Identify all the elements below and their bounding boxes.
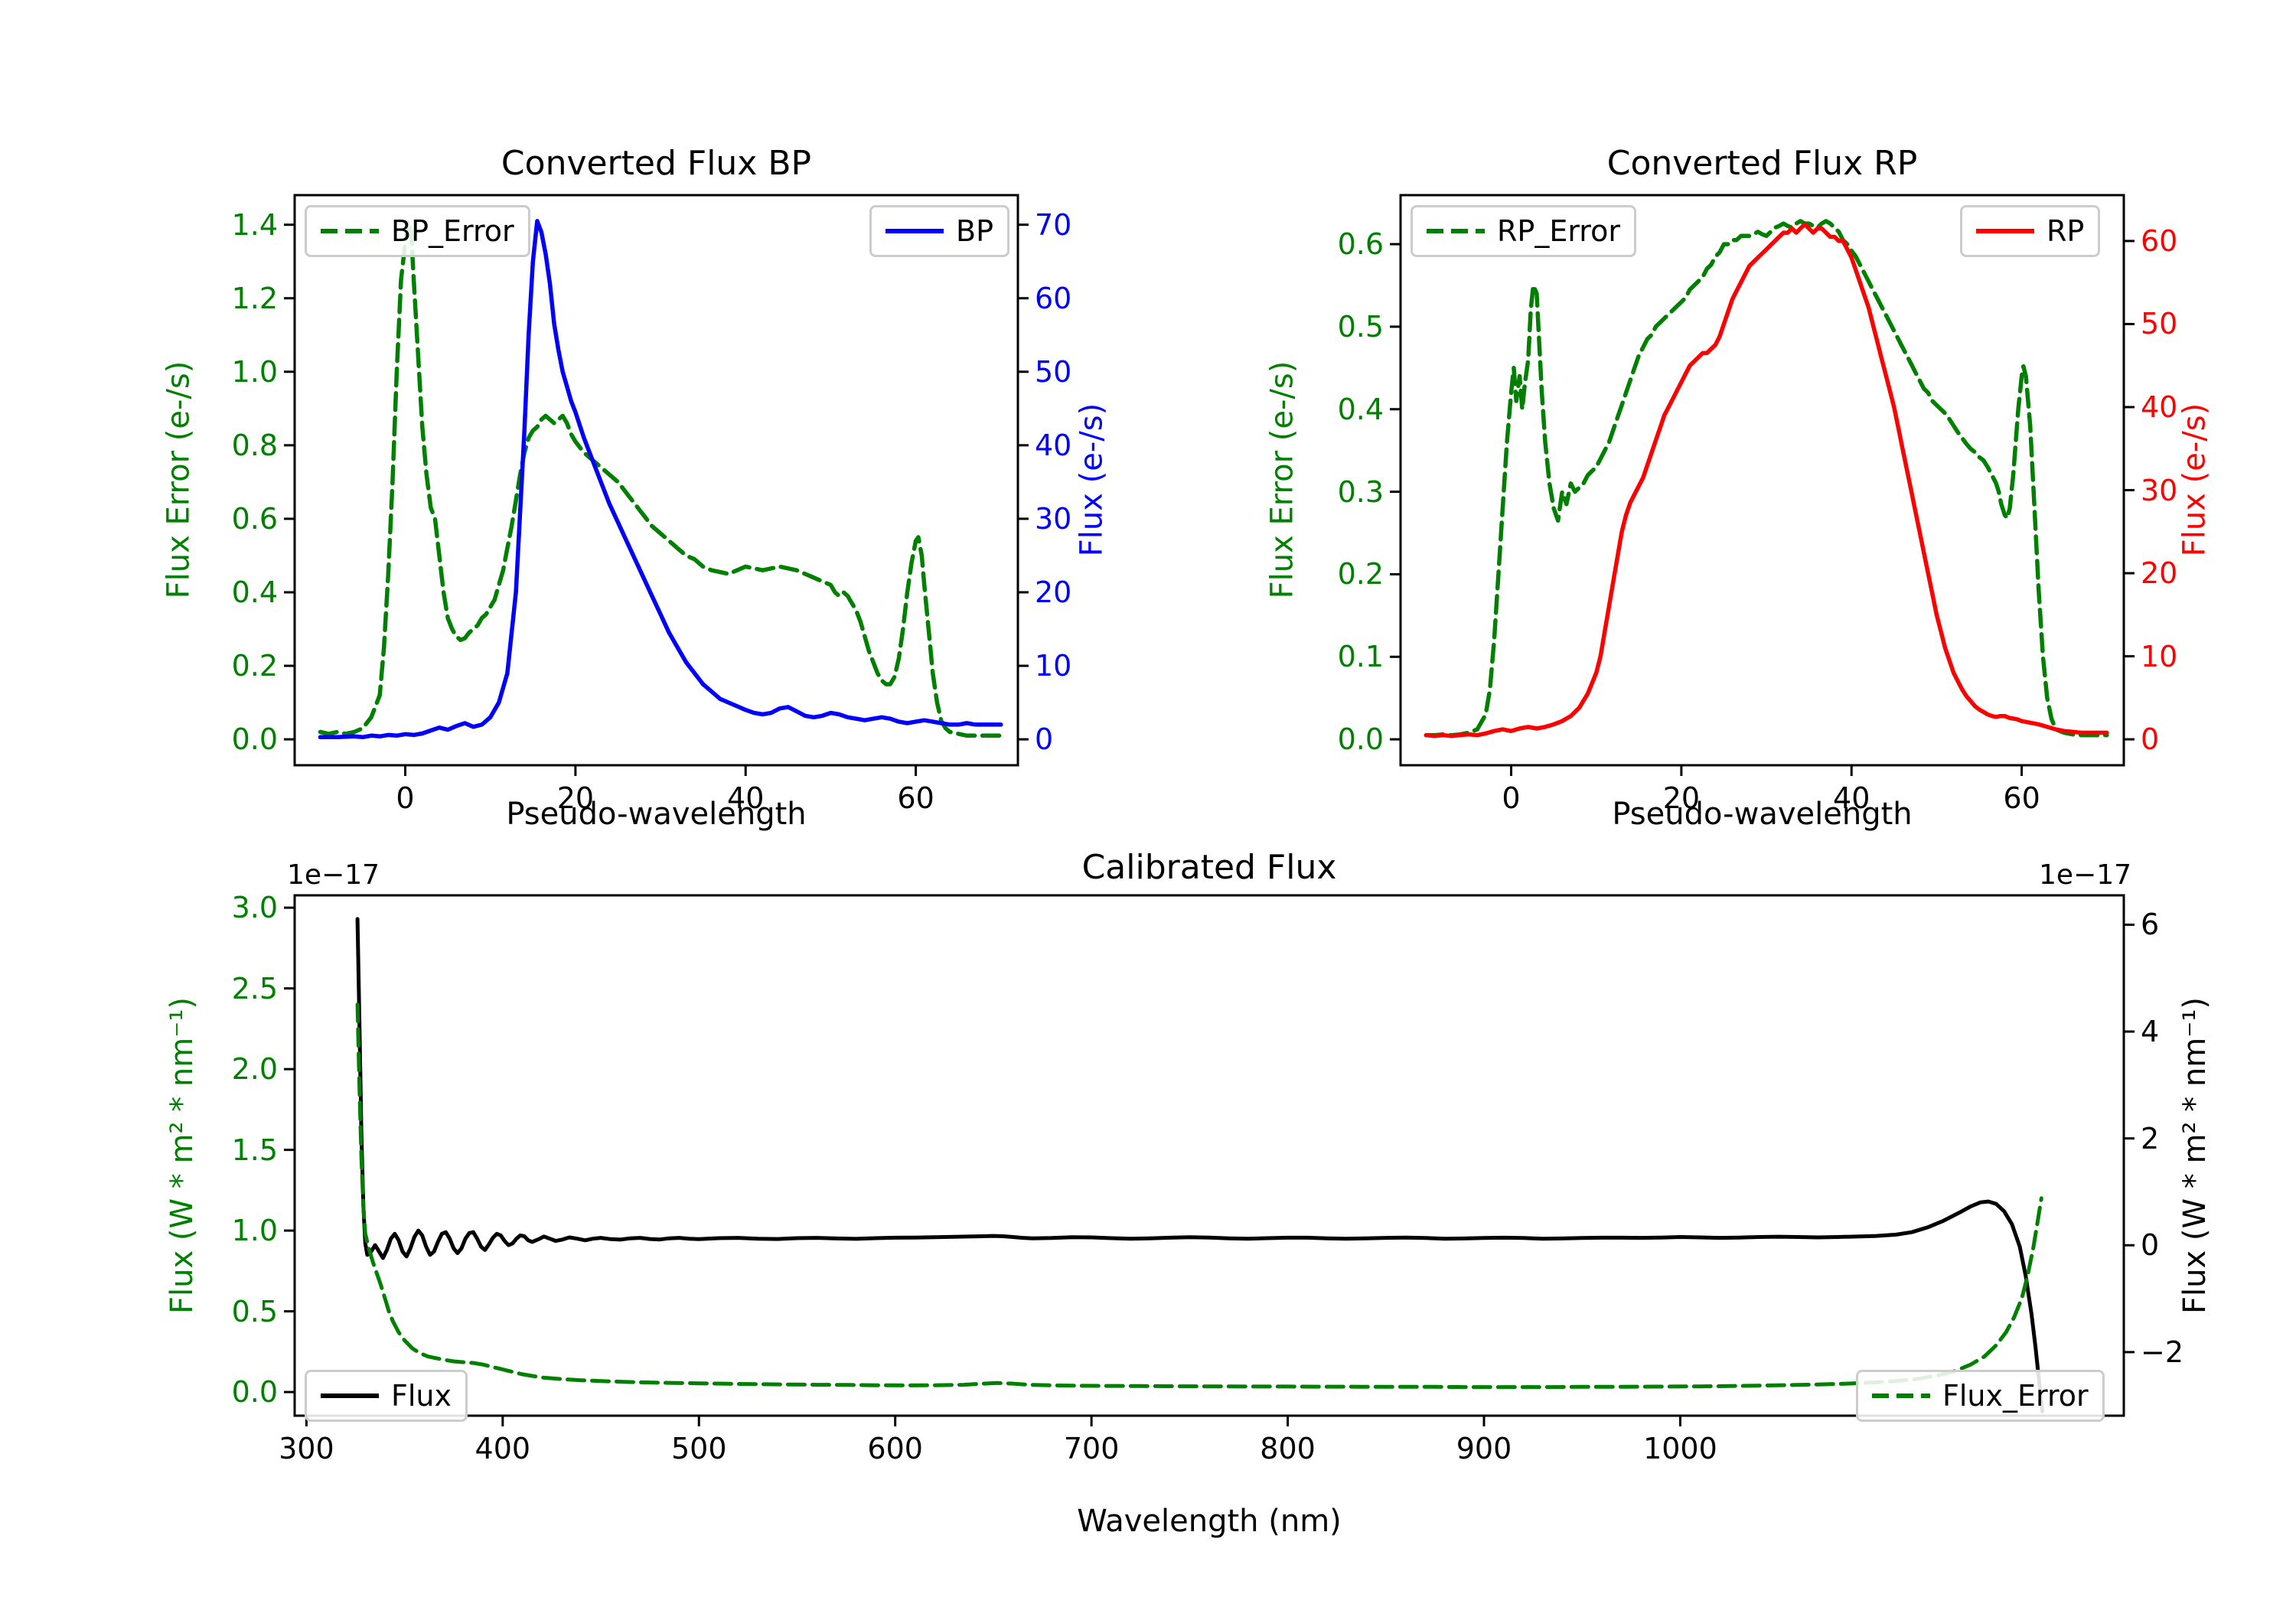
tick-label: 0.1 <box>1337 640 1384 674</box>
tick-label: 20 <box>2141 556 2178 591</box>
tick-label: 900 <box>1456 1432 1512 1465</box>
tick-label: 6 <box>2141 908 2160 942</box>
tick-label: 2 <box>2141 1121 2160 1156</box>
legend-label: Flux <box>391 1379 452 1413</box>
tick-label: 0 <box>396 781 415 815</box>
tick-label: 10 <box>2141 639 2178 673</box>
tick-label: 40 <box>1035 428 1072 462</box>
rp-chart-canvas <box>1390 194 2135 776</box>
rp-chart-title: Converted Flux RP <box>1606 144 1918 183</box>
tick-label: 800 <box>1260 1432 1316 1465</box>
tick-label: 0.4 <box>1337 392 1384 426</box>
tick-label: 0 <box>1035 722 1054 757</box>
tick-label: 0 <box>1502 781 1521 815</box>
bp-right-yaxis-label: Flux (e-/s) <box>1074 403 1110 557</box>
tick-label: 0.2 <box>231 649 278 683</box>
rp-right-yaxis-label: Flux (e-/s) <box>2177 403 2213 557</box>
tick-label: 2.5 <box>231 971 278 1006</box>
tick-label: 0.8 <box>231 428 278 462</box>
tick-label: 60 <box>1035 281 1072 315</box>
left-axis-offset-text: 1e−17 <box>287 859 380 891</box>
calibrated-chart-plot-area: 300 400 500 600 700 800 900 1000 0.0 0.5 1.0 1.5 2.0… <box>232 893 2183 1463</box>
tick-label: 0.4 <box>231 575 278 609</box>
tick-label: 0.0 <box>1337 722 1384 757</box>
legend-flux: Flux <box>305 1370 468 1422</box>
calibrated-chart-canvas <box>284 894 2135 1426</box>
tick-label: 1.2 <box>231 281 278 315</box>
tick-label: 1.5 <box>231 1133 278 1167</box>
tick-label: 2.0 <box>231 1052 278 1087</box>
tick-label: 0 <box>2141 722 2160 757</box>
tick-label: 40 <box>727 781 765 815</box>
tick-label: 4 <box>2141 1015 2160 1049</box>
tick-label: 0.5 <box>1337 309 1384 344</box>
tick-label: 0 <box>2141 1228 2160 1263</box>
legend-label: RP_Error <box>1497 214 1620 248</box>
rp-chart-plot-area: 0 20 40 60 0.0 0.1 0.2 0.3 0.4 0.5 0.6 0 10 20 30 40 50 6… <box>1338 194 2177 813</box>
bp-chart-title: Converted Flux BP <box>501 144 812 183</box>
tick-label: 60 <box>2141 223 2178 258</box>
tick-label: 0.0 <box>231 1375 278 1410</box>
flux-line-sample <box>321 1393 379 1398</box>
legend-label: Flux_Error <box>1942 1379 2089 1413</box>
tick-label: 0.2 <box>1337 557 1384 592</box>
tick-label: 40 <box>1833 781 1870 815</box>
tick-label: 1.4 <box>231 207 278 242</box>
bp-line-sample <box>885 229 944 233</box>
tick-label: 1.0 <box>231 354 278 389</box>
calibrated-left-yaxis-label: Flux (W * m² * nm⁻¹) <box>165 997 200 1314</box>
rp-error-line-sample <box>1427 229 1485 233</box>
rp-xaxis-label: Pseudo-wavelength <box>1612 797 1913 832</box>
flux-error-line-sample <box>1872 1393 1930 1398</box>
tick-label: 20 <box>1662 781 1701 815</box>
calibrated-chart-title: Calibrated Flux <box>1081 848 1337 887</box>
tick-label: 60 <box>897 781 934 815</box>
legend-rp: RP <box>1960 205 2101 257</box>
bp-chart-canvas <box>284 194 1029 776</box>
right-axis-offset-text: 1e−17 <box>2039 859 2132 891</box>
bp-left-yaxis-label: Flux Error (e-/s) <box>161 360 197 599</box>
tick-label: 700 <box>1063 1432 1120 1465</box>
rp-left-yaxis-label: Flux Error (e-/s) <box>1264 360 1300 599</box>
tick-label: 50 <box>2141 307 2178 341</box>
tick-label: 70 <box>1035 207 1072 242</box>
tick-label: 20 <box>556 781 595 815</box>
legend-bp-error: BP_Error <box>305 205 530 257</box>
legend-rp-error: RP_Error <box>1411 205 1636 257</box>
tick-label: 0.6 <box>1337 227 1384 262</box>
tick-label: 20 <box>1035 575 1072 609</box>
tick-label: 10 <box>1035 649 1072 683</box>
tick-label: 600 <box>867 1432 923 1465</box>
legend-flux-error: Flux_Error <box>1856 1370 2105 1422</box>
tick-label: 0.3 <box>1337 474 1384 509</box>
bp-xaxis-label: Pseudo-wavelength <box>506 797 807 832</box>
rp-line-sample <box>1976 229 2034 233</box>
tick-label: 1000 <box>1643 1432 1717 1465</box>
tick-label: 40 <box>2141 390 2178 424</box>
tick-label: 0.5 <box>231 1294 278 1328</box>
legend-bp: BP <box>869 205 1009 257</box>
legend-label: BP <box>956 214 993 248</box>
tick-label: −2 <box>2141 1335 2184 1369</box>
tick-label: 1.0 <box>231 1214 278 1248</box>
tick-label: 30 <box>2141 473 2178 507</box>
calibrated-xaxis-label: Wavelength (nm) <box>1077 1504 1342 1539</box>
tick-label: 0.0 <box>231 722 278 757</box>
tick-label: 60 <box>2003 781 2040 815</box>
tick-label: 400 <box>475 1432 531 1465</box>
tick-label: 500 <box>670 1432 727 1465</box>
legend-label: BP_Error <box>391 214 514 248</box>
bp-error-line-sample <box>321 229 379 233</box>
calibrated-right-yaxis-label: Flux (W * m² * nm⁻¹) <box>2177 997 2213 1314</box>
tick-label: 30 <box>1035 501 1072 536</box>
tick-label: 3.0 <box>231 891 278 925</box>
bp-chart-plot-area: 0 20 40 60 0.0 0.2 0.4 0.6 0.8 1.0 1.2 1.4 0 10 20 30 40… <box>232 194 1071 813</box>
tick-label: 0.6 <box>231 501 278 536</box>
tick-label: 50 <box>1035 354 1072 389</box>
legend-label: RP <box>2047 214 2085 248</box>
tick-label: 300 <box>279 1432 334 1465</box>
